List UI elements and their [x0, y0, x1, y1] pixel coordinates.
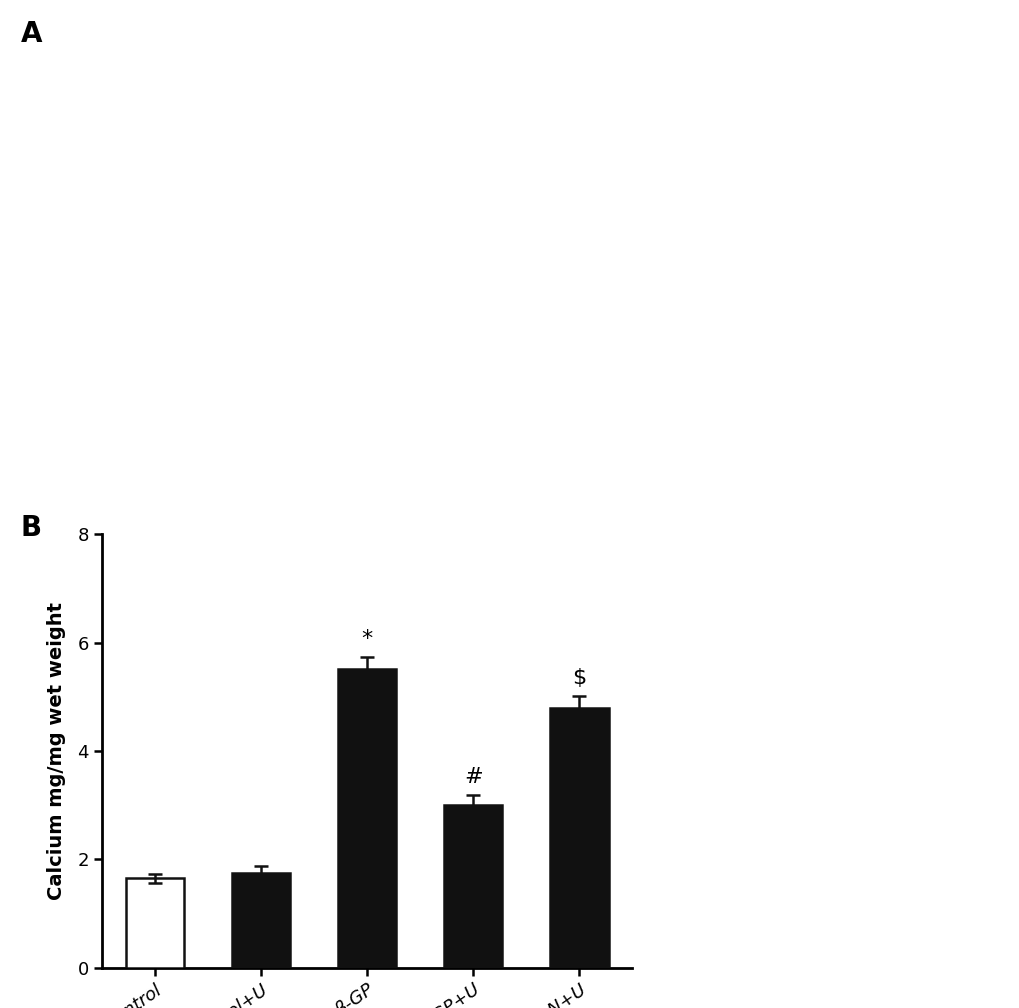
- Y-axis label: Calcium mg/mg wet weight: Calcium mg/mg wet weight: [47, 602, 66, 900]
- Text: *: *: [361, 629, 373, 648]
- Text: A: A: [20, 20, 42, 48]
- Bar: [231, 873, 290, 968]
- Text: B: B: [20, 514, 42, 542]
- Bar: [443, 805, 502, 968]
- Bar: [337, 668, 396, 968]
- Text: $: $: [572, 667, 586, 687]
- Text: #: #: [464, 767, 482, 787]
- Bar: [549, 708, 608, 968]
- Bar: [125, 878, 184, 968]
